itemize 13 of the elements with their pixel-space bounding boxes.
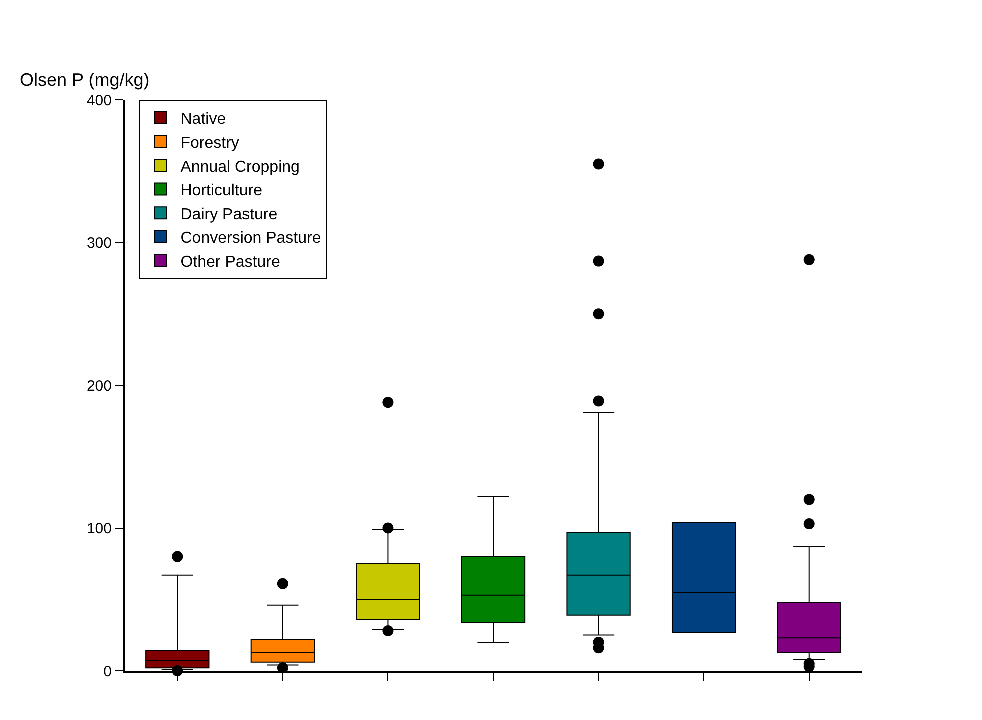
legend-label: Forestry [180, 134, 240, 152]
y-tick-label: 300 [86, 235, 112, 252]
legend-label: Conversion Pasture [180, 230, 322, 248]
y-tick-label: 200 [86, 378, 112, 395]
legend-label: Dairy Pasture [180, 206, 278, 224]
legend-label: Horticulture [180, 182, 263, 200]
legend-label: Annual Cropping [180, 158, 300, 176]
legend-label: Native [180, 111, 226, 128]
y-tick-label: 400 [86, 92, 112, 110]
y-axis-title: Olsen P (mg/kg) [20, 70, 150, 90]
y-tick-label: 0 [104, 663, 112, 680]
legend-label: Other Pasture [180, 254, 280, 271]
y-tick-label: 100 [86, 520, 112, 538]
